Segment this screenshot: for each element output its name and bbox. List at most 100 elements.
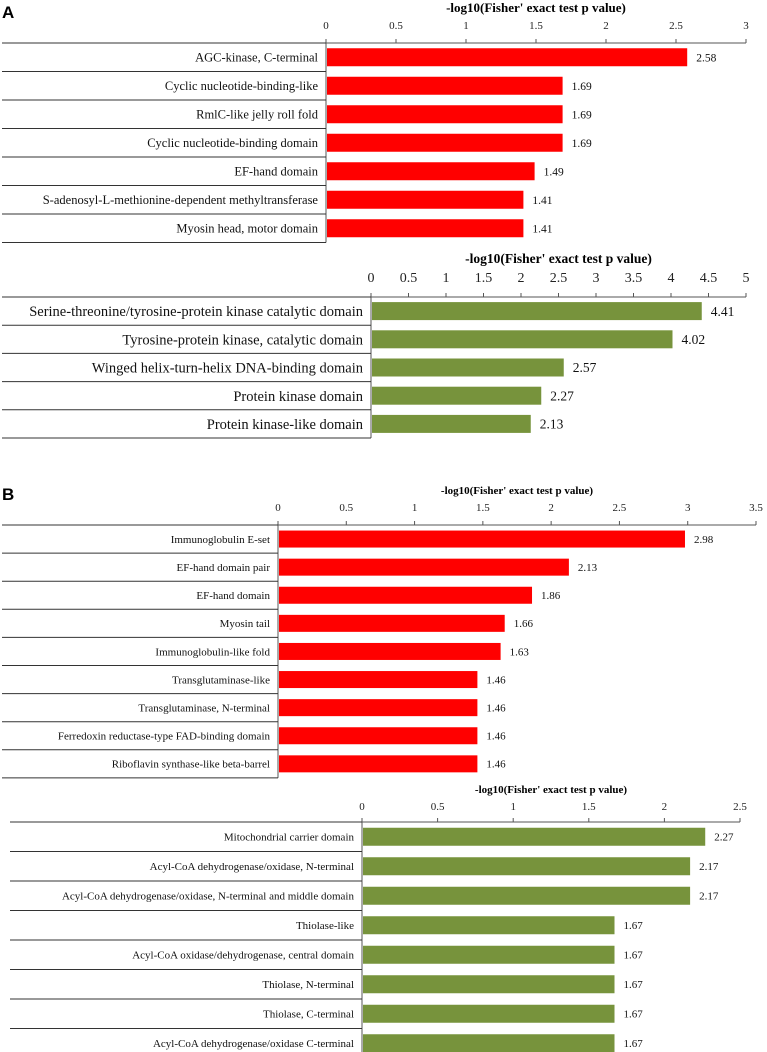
category-label: Protein kinase domain (233, 389, 363, 405)
tick-label: 1.5 (582, 801, 596, 813)
data-label: 2.13 (540, 417, 564, 432)
tick-label: 0 (275, 502, 281, 514)
category-label: Myosin tail (220, 618, 270, 630)
tick-label: 0 (368, 271, 375, 286)
bar (279, 755, 478, 773)
bar (363, 857, 691, 876)
tick-label: 2 (518, 271, 525, 286)
category-label: Thiolase, N-terminal (262, 979, 354, 991)
tick-label: 5 (743, 271, 750, 286)
data-label: 1.46 (486, 703, 506, 715)
tick-label: 2 (548, 502, 554, 514)
category-label: Transglutaminase-like (172, 674, 270, 686)
bar (327, 162, 535, 181)
tick-label: 1.5 (529, 20, 543, 32)
category-label: RmlC-like jelly roll fold (196, 108, 319, 122)
category-label: Thiolase, C-terminal (263, 1009, 354, 1021)
category-label: Transglutaminase, N-terminal (138, 703, 270, 715)
data-label: 2.17 (699, 891, 719, 903)
tick-label: 3 (743, 20, 749, 32)
data-label: 1.46 (486, 759, 506, 771)
tick-label: 1.5 (475, 271, 493, 286)
tick-label: 0.5 (431, 801, 445, 813)
data-label: 1.67 (624, 1009, 644, 1021)
data-label: 4.41 (711, 304, 735, 319)
bar (363, 886, 691, 905)
tick-label: 3.5 (625, 271, 643, 286)
category-label: Acyl-CoA oxidase/dehydrogenase, central … (132, 950, 354, 962)
bar (279, 558, 569, 576)
tick-label: 0.5 (339, 502, 353, 514)
category-label: Cyclic nucleotide-binding-like (165, 79, 319, 93)
data-label: 2.98 (694, 534, 714, 546)
bar (327, 105, 563, 124)
data-label: 1.63 (510, 646, 530, 658)
category-label: Myosin head, motor domain (176, 222, 318, 236)
chart-1: -log10(Fisher' exact test p value) 0 0.5 1 1… (2, 0, 749, 243)
tick-label: 1 (412, 502, 418, 514)
tick-label: 1 (510, 801, 516, 813)
tick-label: 3 (593, 271, 600, 286)
tick-label: 4 (668, 271, 675, 286)
bar (372, 358, 564, 377)
data-label: 1.41 (532, 195, 552, 207)
category-label: Immunoglobulin-like fold (155, 646, 270, 658)
axis-title: -log10(Fisher' exact test p value) (475, 784, 627, 796)
bar (372, 302, 702, 321)
data-label: 1.41 (532, 223, 552, 235)
bar (279, 614, 505, 632)
bar (327, 133, 563, 152)
data-label: 1.66 (514, 618, 534, 630)
tick-label: 2.5 (733, 801, 747, 813)
data-label: 2.57 (573, 360, 597, 375)
axis-title: -log10(Fisher' exact test p value) (441, 485, 593, 497)
tick-label: 2 (662, 801, 668, 813)
data-label: 1.46 (486, 674, 506, 686)
bar (372, 414, 531, 433)
category-label: Winged helix-turn-helix DNA-binding doma… (92, 361, 364, 377)
category-label: EF-hand domain (234, 165, 318, 179)
category-label: Ferredoxin reductase-type FAD-binding do… (58, 731, 271, 743)
tick-label: 0 (323, 20, 329, 32)
category-label: S-adenosyl-L-methionine-dependent methyl… (43, 193, 319, 207)
data-label: 2.17 (699, 861, 719, 873)
data-label: 2.13 (578, 562, 598, 574)
bar (363, 827, 706, 846)
category-label: Mitochondrial carrier domain (224, 832, 355, 844)
data-label: 2.58 (696, 52, 716, 64)
category-label: Riboflavin synthase-like beta-barrel (112, 759, 270, 771)
bar (363, 1004, 615, 1023)
tick-label: 3.5 (749, 502, 763, 514)
data-label: 1.67 (624, 920, 644, 932)
category-label: Cyclic nucleotide-binding domain (147, 136, 319, 150)
tick-label: 1 (443, 271, 450, 286)
bar (363, 945, 615, 964)
tick-label: 2 (603, 20, 609, 32)
tick-label: 0.5 (400, 271, 418, 286)
data-label: 4.02 (682, 332, 706, 347)
tick-label: 3 (685, 502, 691, 514)
bar (327, 48, 688, 67)
bar (279, 586, 533, 604)
category-label: Immunoglobulin E-set (171, 534, 270, 546)
data-label: 1.86 (541, 590, 561, 602)
bar (327, 190, 524, 209)
bar (372, 330, 673, 349)
data-label: 1.67 (624, 950, 644, 962)
tick-label: 0 (359, 801, 365, 813)
data-label: 1.69 (572, 138, 592, 150)
category-label: EF-hand domain pair (177, 562, 271, 574)
category-label: Acyl-CoA dehydrogenase/oxidase, N-termin… (150, 861, 354, 873)
bar (363, 975, 615, 994)
category-label: Acyl-CoA dehydrogenase/oxidase C-termina… (153, 1038, 354, 1050)
bar (279, 642, 501, 660)
tick-label: 2.5 (550, 271, 568, 286)
bar (372, 386, 542, 405)
tick-label: 1.5 (476, 502, 490, 514)
axis-title: -log10(Fisher' exact test p value) (446, 0, 626, 15)
bar (327, 219, 524, 238)
data-label: 2.27 (714, 832, 734, 844)
tick-label: 2.5 (613, 502, 627, 514)
